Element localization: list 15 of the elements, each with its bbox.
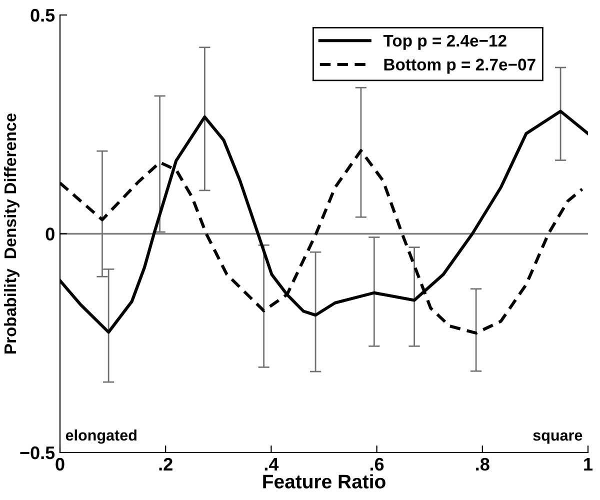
annotation: elongated: [66, 429, 136, 444]
x-tick-label: .8: [476, 458, 490, 471]
x-tick-label: 0: [56, 458, 64, 471]
x-tick-label: .2: [159, 458, 172, 470]
y-tick-label: 0.5: [30, 8, 55, 22]
y-axis-title: Probability Density Difference: [4, 113, 20, 354]
x-tick-label: .6: [370, 458, 384, 471]
x-tick-label: .4: [264, 458, 279, 470]
x-tick-label: 1: [584, 458, 593, 470]
legend-label: Bottom p = 2.7e−07: [384, 58, 536, 74]
x-axis-title: Feature Ratio: [263, 474, 386, 488]
y-tick-label: 0: [46, 228, 54, 240]
legend-label: Top p = 2.4e−12: [383, 34, 506, 50]
y-tick-label: −0.5: [20, 446, 55, 460]
annotation: square: [533, 432, 582, 444]
